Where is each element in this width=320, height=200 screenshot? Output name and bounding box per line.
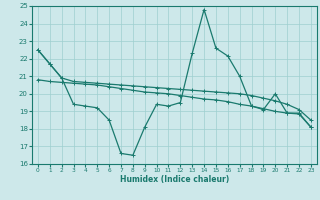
X-axis label: Humidex (Indice chaleur): Humidex (Indice chaleur): [120, 175, 229, 184]
